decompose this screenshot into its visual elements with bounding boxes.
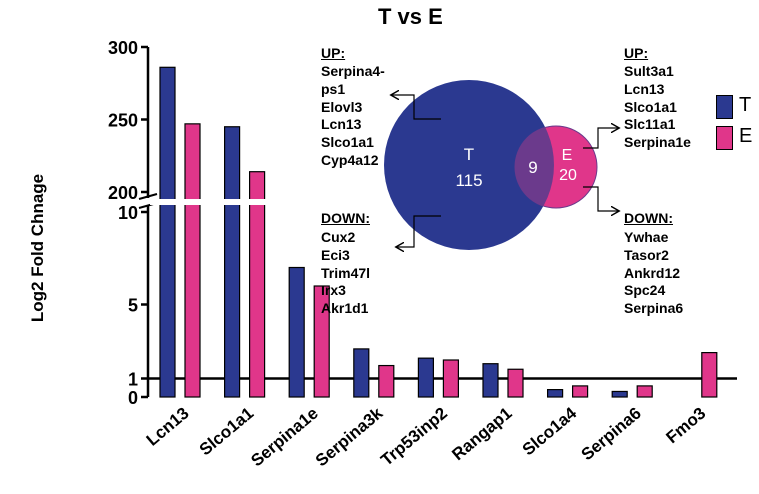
gene-item: Slco1a1: [321, 134, 374, 151]
gene-item: Ywhae: [624, 229, 669, 245]
bar-e: [442, 359, 459, 398]
t-down-gene-list: Cux2 Eci3 Trim47l Irx3 Akr1d1: [321, 229, 370, 318]
venn-label-t: T: [464, 145, 474, 164]
bar-t: [482, 363, 499, 398]
y-axis-title: Log2 Fold Chnage: [28, 174, 47, 322]
e-up-heading: UP:: [624, 45, 649, 61]
y-tick-label: 200: [108, 183, 138, 203]
axis-break-gap: [150, 199, 350, 205]
gene-item: Serpina6: [624, 300, 684, 317]
x-tick-label: Serpina1e: [247, 404, 321, 471]
bar-e: [507, 368, 524, 398]
gene-item: Tasor2: [624, 246, 669, 263]
x-tick-label: Lcn13: [143, 404, 193, 450]
arrow-t-down: [397, 215, 441, 247]
bar-t: [353, 348, 370, 398]
x-tick-label: Rangap1: [448, 404, 515, 465]
bar-e: [378, 364, 395, 398]
gene-item: Akr1d1: [321, 300, 369, 317]
y-tick-label: 10: [118, 203, 138, 223]
venn-count-t: 115: [455, 171, 482, 190]
bar-e: [184, 123, 201, 398]
e-up-gene-list: Sult3a1 Lcn13 Slco1a1 Slc11a1 Serpina1e: [624, 63, 691, 152]
gene-item: Spc24: [624, 282, 666, 299]
arrow-e-down: [583, 186, 618, 211]
gene-item: Eci3: [321, 246, 350, 263]
gene-item: ps1: [321, 80, 346, 97]
x-tick-label: Serpina3k: [312, 403, 387, 470]
legend-label-t: T: [739, 94, 752, 116]
venn-overlap: [515, 126, 554, 208]
bar-t: [288, 266, 305, 398]
bar-e: [571, 385, 589, 398]
bar-e: [249, 171, 266, 398]
y-tick-label: 5: [128, 296, 138, 316]
chart-title: T vs E: [378, 4, 443, 29]
bar-t: [417, 357, 434, 398]
venn-circle-t: [384, 80, 554, 250]
e-down-gene-list: Ywhae Tasor2 Ankrd12 Spc24 Serpina6: [624, 229, 683, 318]
gene-item: Cux2: [321, 229, 356, 245]
gene-item: Slco1a1: [624, 98, 677, 115]
bar-t: [611, 390, 628, 398]
gene-item: Lcn13: [624, 80, 665, 97]
venn-count-e: 20: [559, 167, 577, 184]
gene-item: Serpina4-: [321, 63, 385, 79]
legend-label-e: E: [739, 125, 753, 147]
x-tick-label: Slco1a4: [519, 403, 581, 459]
gene-item: Sult3a1: [624, 63, 674, 79]
y-tick-label: 250: [108, 111, 138, 131]
e-down-heading: DOWN:: [624, 210, 673, 226]
y-tick-label: 1: [128, 370, 138, 390]
bar-e: [636, 385, 653, 398]
t-down-heading: DOWN:: [321, 210, 370, 226]
bar-t: [224, 126, 241, 398]
bar-t: [159, 66, 176, 398]
gene-item: Ankrd12: [624, 264, 681, 281]
t-up-heading: UP:: [321, 45, 346, 61]
bar-t: [546, 389, 564, 398]
legend-swatch-e: [716, 126, 733, 150]
gene-item: Cyp4a12: [321, 151, 379, 168]
venn-count-overlap: 9: [528, 158, 537, 177]
axis-break-mark: [138, 193, 158, 200]
x-tick-label: Serpina6: [578, 404, 645, 465]
y-tick-label: 300: [108, 38, 138, 58]
gene-item: Irx3: [321, 282, 346, 299]
x-tick-label: Slco1a1: [196, 404, 257, 460]
bar-e: [701, 352, 718, 398]
x-tick-label: Trp53inp2: [377, 404, 451, 470]
y-tick-label: 0: [128, 388, 138, 408]
gene-item: Slc11a1: [624, 116, 676, 133]
bar-e: [313, 285, 330, 398]
venn-label-e: E: [562, 147, 573, 164]
gene-item: Serpina1e: [624, 134, 691, 151]
gene-item: Elovl3: [321, 98, 363, 115]
arrow-t-up: [392, 95, 441, 120]
gene-item: Trim47l: [321, 264, 371, 281]
legend-swatch-t: [716, 95, 733, 119]
x-tick-label: Fmo3: [662, 404, 709, 448]
gene-item: Lcn13: [321, 116, 362, 133]
arrow-e-up: [583, 128, 618, 149]
t-up-gene-list: Serpina4- ps1 Elovl3 Lcn13 Slco1a1 Cyp4a…: [321, 63, 385, 170]
